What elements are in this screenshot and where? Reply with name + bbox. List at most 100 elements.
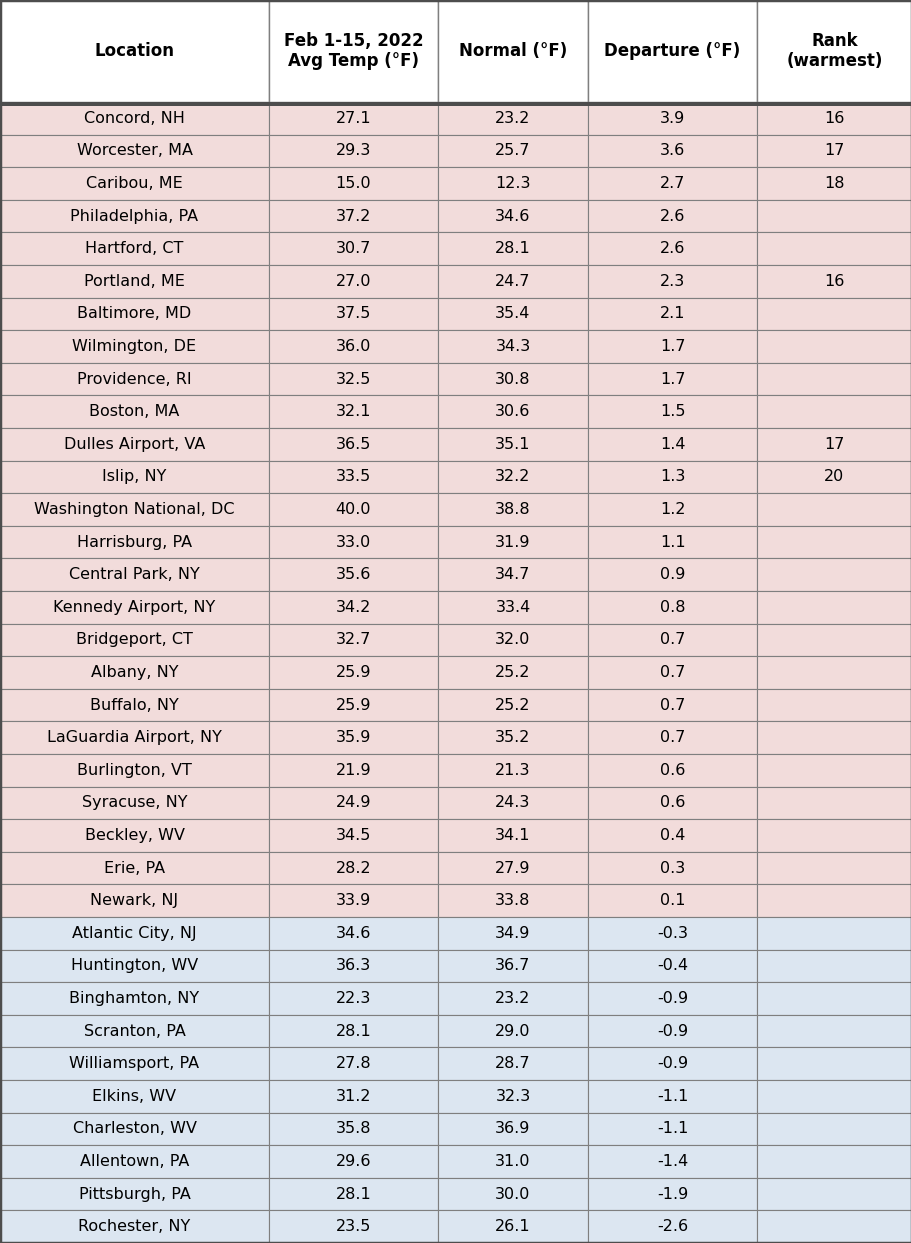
Bar — [0, 590, 269, 624]
Text: Islip, NY: Islip, NY — [102, 470, 167, 485]
Text: -1.9: -1.9 — [656, 1187, 688, 1202]
Text: 36.0: 36.0 — [335, 339, 371, 354]
Text: Worcester, MA: Worcester, MA — [77, 143, 192, 158]
Text: 17: 17 — [824, 143, 844, 158]
Bar — [437, 428, 588, 461]
Bar — [437, 917, 588, 950]
Bar — [437, 819, 588, 851]
Text: 28.1: 28.1 — [495, 241, 530, 256]
Text: 35.9: 35.9 — [335, 730, 371, 745]
Bar — [269, 1145, 437, 1178]
Bar — [0, 265, 269, 297]
Bar — [437, 493, 588, 526]
Text: Portland, ME: Portland, ME — [84, 273, 185, 288]
Text: 28.7: 28.7 — [495, 1057, 530, 1071]
Text: 25.7: 25.7 — [495, 143, 530, 158]
Text: Harrisburg, PA: Harrisburg, PA — [77, 534, 192, 549]
Bar — [588, 755, 756, 787]
Text: LaGuardia Airport, NY: LaGuardia Airport, NY — [47, 730, 221, 745]
Bar — [437, 950, 588, 982]
Text: Huntington, WV: Huntington, WV — [71, 958, 198, 973]
Bar — [269, 102, 437, 134]
Text: Atlantic City, NJ: Atlantic City, NJ — [72, 926, 197, 941]
Text: 32.3: 32.3 — [495, 1089, 530, 1104]
Bar — [437, 721, 588, 755]
Text: 28.2: 28.2 — [335, 860, 371, 875]
Bar — [0, 819, 269, 851]
Bar — [756, 1080, 911, 1112]
Bar — [588, 493, 756, 526]
Text: 16: 16 — [824, 111, 844, 126]
Bar — [269, 982, 437, 1014]
Bar — [756, 167, 911, 200]
Text: Baltimore, MD: Baltimore, MD — [77, 306, 191, 322]
Bar — [269, 232, 437, 265]
Bar — [756, 656, 911, 689]
Bar — [269, 1112, 437, 1145]
Bar — [756, 363, 911, 395]
Text: -0.9: -0.9 — [656, 1023, 688, 1039]
Bar — [269, 917, 437, 950]
Bar — [588, 297, 756, 331]
Bar — [0, 721, 269, 755]
Text: 29.6: 29.6 — [335, 1154, 371, 1168]
Bar — [756, 721, 911, 755]
Bar — [269, 331, 437, 363]
Bar — [756, 102, 911, 134]
Bar — [437, 1048, 588, 1080]
Text: Normal (°F): Normal (°F) — [458, 42, 567, 60]
Bar — [588, 1211, 756, 1243]
Bar — [0, 395, 269, 428]
Text: -2.6: -2.6 — [656, 1219, 688, 1234]
Text: 0.1: 0.1 — [660, 894, 684, 909]
Text: 31.9: 31.9 — [495, 534, 530, 549]
Bar — [588, 819, 756, 851]
Bar — [269, 297, 437, 331]
Text: 1.7: 1.7 — [660, 339, 684, 354]
Bar — [0, 102, 269, 134]
Bar — [437, 689, 588, 721]
Text: 33.0: 33.0 — [335, 534, 371, 549]
Bar — [437, 134, 588, 167]
Text: 32.0: 32.0 — [495, 633, 530, 648]
Bar — [437, 1178, 588, 1211]
Bar — [756, 331, 911, 363]
Text: Caribou, ME: Caribou, ME — [86, 177, 183, 191]
Bar — [756, 1112, 911, 1145]
Bar — [588, 428, 756, 461]
Text: 25.2: 25.2 — [495, 697, 530, 712]
Text: 33.5: 33.5 — [335, 470, 371, 485]
Bar — [0, 1178, 269, 1211]
Bar — [269, 721, 437, 755]
Bar — [588, 787, 756, 819]
Text: 2.7: 2.7 — [660, 177, 684, 191]
Bar — [0, 297, 269, 331]
Text: Newark, NJ: Newark, NJ — [90, 894, 179, 909]
Bar — [756, 297, 911, 331]
Bar — [0, 917, 269, 950]
Text: Washington National, DC: Washington National, DC — [35, 502, 234, 517]
Bar — [588, 1080, 756, 1112]
Bar — [0, 331, 269, 363]
Bar — [0, 200, 269, 232]
Bar — [588, 950, 756, 982]
Text: 2.1: 2.1 — [660, 306, 684, 322]
Bar — [756, 689, 911, 721]
Text: 1.3: 1.3 — [660, 470, 684, 485]
Bar — [588, 558, 756, 590]
Bar — [0, 1048, 269, 1080]
Text: 0.8: 0.8 — [660, 600, 684, 615]
Bar — [588, 689, 756, 721]
Text: -0.3: -0.3 — [657, 926, 687, 941]
Text: -0.4: -0.4 — [656, 958, 688, 973]
Bar — [756, 590, 911, 624]
Bar — [756, 558, 911, 590]
Text: 0.7: 0.7 — [660, 665, 684, 680]
Bar — [588, 461, 756, 493]
Bar — [269, 265, 437, 297]
Bar — [756, 917, 911, 950]
Text: 22.3: 22.3 — [335, 991, 371, 1006]
Bar — [269, 167, 437, 200]
Text: 27.1: 27.1 — [335, 111, 371, 126]
Text: 24.3: 24.3 — [495, 796, 530, 810]
